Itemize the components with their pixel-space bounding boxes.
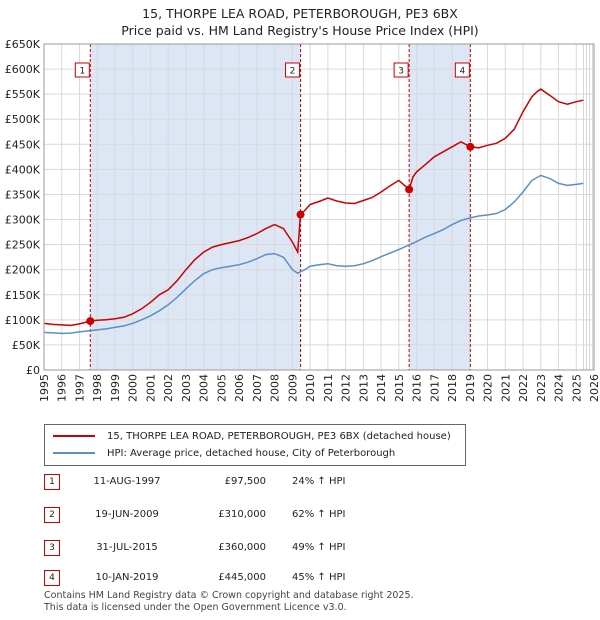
x-tick-label: 2011 [322,374,335,402]
sale-date: 31-JUL-2015 [96,542,158,553]
sale-label: 1 [79,67,85,77]
x-tick-label: 2017 [428,374,441,402]
sale-price: £310,000 [218,509,266,520]
x-tick-label: 2004 [198,374,211,402]
legend-swatch-property [53,435,95,437]
y-tick-label: £550K [5,88,41,101]
y-tick-label: £650K [5,38,41,51]
x-tick-label: 2009 [286,374,299,402]
sale-hpi-change: 45% ↑ HPI [292,572,346,583]
x-tick-label: 1999 [109,374,122,402]
x-tick-label: 2002 [162,374,175,402]
sale-point [466,142,475,151]
x-tick-label: 2001 [144,374,157,402]
x-tick-label: 2022 [517,374,530,402]
x-tick-label: 2026 [588,374,600,402]
sale-hpi-change: 49% ↑ HPI [292,542,346,553]
legend-label-hpi: HPI: Average price, detached house, City… [107,447,396,459]
x-tick-label: 2023 [535,374,548,402]
plot-frame [43,43,595,371]
sale-hpi-change: 62% ↑ HPI [292,509,346,520]
y-tick-label: £150K [5,289,41,302]
chart-subtitle: Price paid vs. HM Land Registry's House … [121,23,479,38]
x-tick-label: 2012 [340,374,353,402]
x-tick-label: 2006 [233,374,246,402]
footer-licence: This data is licensed under the Open Gov… [44,602,347,613]
sale-point [296,210,305,219]
series-line [43,88,584,327]
y-tick-label: £200K [5,264,41,277]
sale-date: 19-JUN-2009 [95,509,159,520]
sale-point [405,185,414,194]
sale-number: 2 [44,507,60,523]
chart-title: 15, THORPE LEA ROAD, PETERBOROUGH, PE3 6… [142,6,458,21]
series-line [43,174,584,335]
x-tick-label: 2014 [375,374,388,402]
y-tick-label: £100K [5,314,41,327]
x-tick-label: 2008 [269,374,282,402]
sale-date: 11-AUG-1997 [93,476,161,487]
x-tick-label: 2015 [393,374,406,402]
sale-number: 1 [44,474,60,490]
sale-label-box [454,62,470,78]
legend-item-property: 15, THORPE LEA ROAD, PETERBOROUGH, PE3 6… [53,429,451,443]
x-tick-label: 2013 [357,374,370,402]
x-tick-label: 1998 [91,374,104,402]
y-tick-label: £300K [5,214,41,227]
sale-hpi-change: 24% ↑ HPI [292,476,346,487]
sale-row: 4 10-JAN-2019 £445,000 45% ↑ HPI [44,570,464,586]
x-tick-label: 2003 [180,374,193,402]
sale-number: 4 [44,570,60,586]
x-tick-label: 1997 [73,374,86,402]
x-tick-label: 2024 [553,374,566,402]
sale-label-box [393,62,409,78]
sale-label: 3 [398,67,404,77]
sale-label-box [285,62,301,78]
y-tick-label: £50K [12,339,41,352]
sale-label-box [74,62,90,78]
legend-swatch-hpi [53,452,95,454]
x-tick-label: 1995 [38,374,51,402]
price-chart: 1 2 3 4 £0 £50K £100K £150K £200K £250K £300K £350K… [5,38,600,402]
legend-label-property: 15, THORPE LEA ROAD, PETERBOROUGH, PE3 6… [107,430,451,442]
x-tick-label: 1996 [56,374,69,402]
sale-label: 4 [459,67,465,77]
x-tick-label: 2019 [464,374,477,402]
x-tick-label: 2021 [499,374,512,402]
y-tick-label: £500K [5,113,41,126]
sale-price: £97,500 [224,476,266,487]
legend: 15, THORPE LEA ROAD, PETERBOROUGH, PE3 6… [44,424,466,466]
x-tick-label: 2007 [251,374,264,402]
legend-item-hpi: HPI: Average price, detached house, City… [53,446,395,460]
y-tick-label: £0 [26,364,40,377]
y-tick-label: £350K [5,188,41,201]
sale-date: 10-JAN-2019 [95,572,159,583]
x-tick-label: 2018 [446,374,459,402]
x-tick-label: 2000 [127,374,140,402]
sale-point [86,317,95,326]
y-tick-label: £600K [5,63,41,76]
y-tick-label: £400K [5,163,41,176]
sale-label: 2 [290,67,296,77]
sale-row: 3 31-JUL-2015 £360,000 49% ↑ HPI [44,540,464,556]
sale-row: 2 19-JUN-2009 £310,000 62% ↑ HPI [44,507,464,523]
ownership-band [409,44,471,370]
x-tick-label: 2005 [215,374,228,402]
x-tick-label: 2010 [304,374,317,402]
sale-price: £445,000 [218,572,266,583]
y-tick-label: £450K [5,138,41,151]
x-tick-label: 2025 [570,374,583,402]
sale-row: 1 11-AUG-1997 £97,500 24% ↑ HPI [44,474,464,490]
ownership-band [90,44,301,370]
sale-number: 3 [44,540,60,556]
y-tick-label: £250K [5,239,41,252]
sale-price: £360,000 [218,542,266,553]
x-tick-label: 2020 [482,374,495,402]
x-tick-label: 2016 [411,374,424,402]
footer-copyright: Contains HM Land Registry data © Crown c… [44,590,414,601]
